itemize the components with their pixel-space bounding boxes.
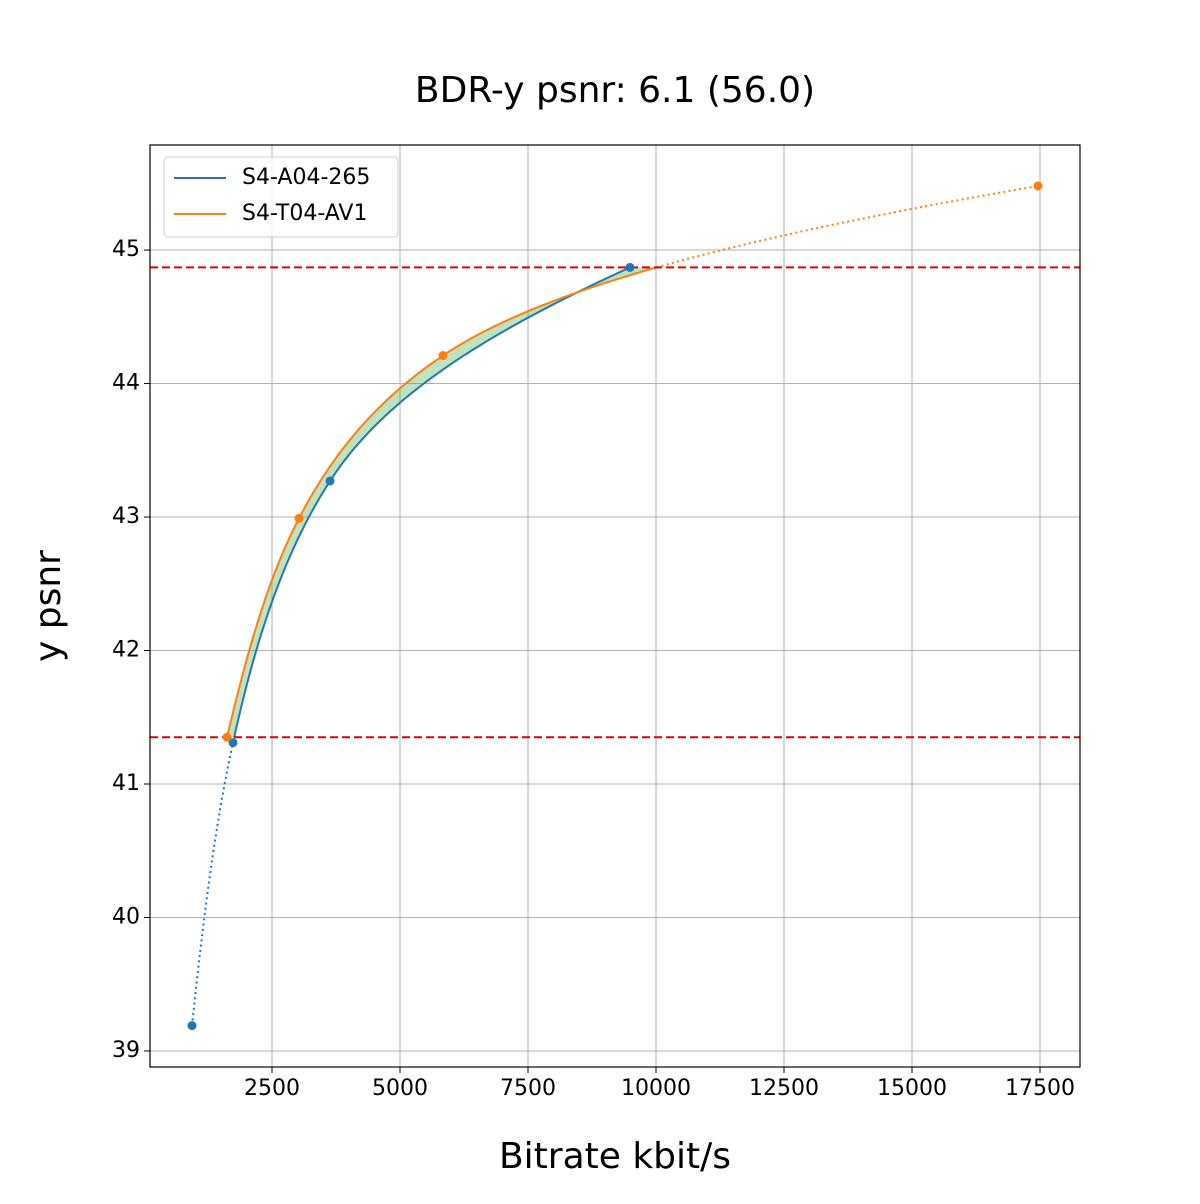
y-tick-label: 39	[112, 1038, 140, 1063]
point	[438, 351, 448, 361]
y-tick-label: 42	[112, 638, 140, 663]
point	[187, 1021, 197, 1031]
plot-area	[150, 181, 1080, 1031]
x-tick-label: 17500	[1005, 1076, 1075, 1101]
curve	[226, 266, 657, 738]
x-tick-label: 7500	[500, 1076, 556, 1101]
extrapolation	[190, 737, 236, 1026]
point	[294, 513, 304, 523]
bd-area	[227, 267, 657, 738]
legend-label: S4-T04-AV1	[242, 201, 367, 226]
point	[325, 476, 335, 486]
y-tick-label: 43	[112, 504, 140, 529]
point	[228, 738, 238, 748]
y-tick-label: 45	[112, 237, 140, 262]
y-tick-label: 40	[112, 904, 140, 929]
chart-title: BDR-y psnr: 6.1 (56.0)	[415, 70, 815, 111]
legend-label: S4-A04-265	[242, 165, 370, 190]
point	[625, 262, 635, 272]
x-tick-label: 2500	[244, 1076, 300, 1101]
x-tick-label: 5000	[372, 1076, 428, 1101]
curve	[233, 266, 631, 738]
point	[222, 732, 232, 742]
extrapolation	[656, 184, 1039, 269]
y-tick-label: 44	[112, 371, 140, 396]
y-axis-label: y psnr	[28, 550, 69, 662]
point	[1033, 181, 1043, 191]
x-tick-label: 15000	[877, 1076, 947, 1101]
axes-frame	[149, 144, 1081, 1068]
x-tick-label: 12500	[749, 1076, 819, 1101]
y-tick-label: 41	[112, 771, 140, 796]
x-tick-label: 10000	[621, 1076, 691, 1101]
x-axis-label: Bitrate kbit/s	[499, 1136, 731, 1177]
